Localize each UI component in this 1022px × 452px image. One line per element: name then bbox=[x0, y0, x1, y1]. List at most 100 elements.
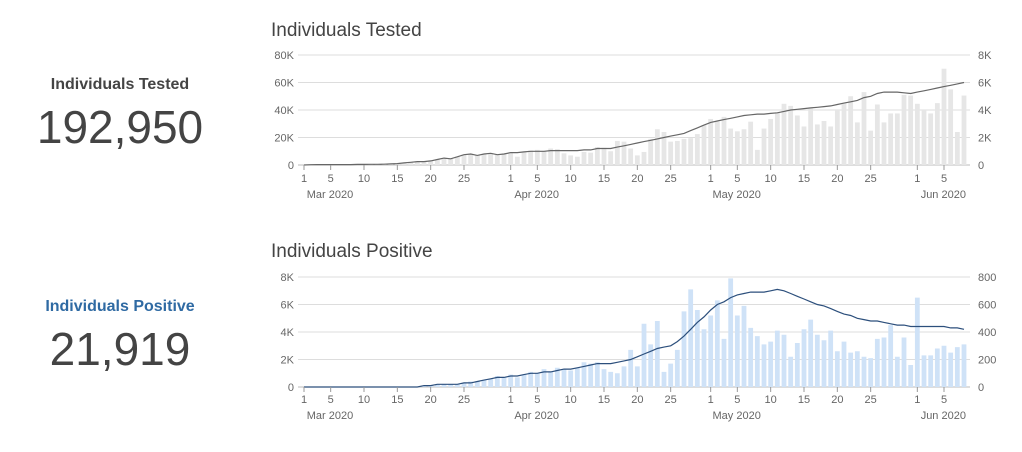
chart2-bar bbox=[674, 349, 680, 387]
chart2-right-tick-label: 0 bbox=[978, 382, 984, 394]
chart2-bar bbox=[488, 378, 494, 387]
chart1-bar bbox=[761, 128, 767, 165]
chart2-bar bbox=[928, 355, 934, 387]
chart2-bar bbox=[534, 373, 540, 387]
chart1-bar bbox=[841, 103, 847, 165]
chart1-bar bbox=[528, 150, 534, 165]
chart2-bar bbox=[654, 321, 660, 387]
chart2-bar bbox=[888, 325, 894, 387]
chart1-bar bbox=[474, 155, 480, 165]
chart2-x-month-label: May 2020 bbox=[713, 410, 761, 422]
chart2-bar bbox=[574, 367, 580, 387]
chart1-bar bbox=[508, 152, 514, 165]
chart2-bar bbox=[768, 341, 774, 387]
chart2-bar bbox=[848, 352, 854, 387]
chart2-x-tick-label: 5 bbox=[328, 394, 334, 406]
chart1-bar bbox=[541, 151, 547, 165]
chart2-x-month-label: Jun 2020 bbox=[921, 410, 966, 422]
chart2-bar bbox=[961, 344, 967, 387]
chart2-bar bbox=[528, 371, 534, 387]
chart1-bar bbox=[554, 149, 560, 165]
chart1-bar bbox=[494, 154, 500, 165]
chart1-bar bbox=[548, 148, 554, 165]
chart1-x-tick-label: 15 bbox=[598, 173, 610, 185]
chart1-x-month-label: Jun 2020 bbox=[921, 189, 966, 201]
chart1-bar bbox=[934, 103, 940, 165]
chart2-bar bbox=[641, 323, 647, 387]
chart2-x-tick-label: 1 bbox=[301, 394, 307, 406]
chart1-bar bbox=[628, 148, 634, 165]
chart1-bar bbox=[868, 130, 874, 165]
chart1-bar bbox=[688, 138, 694, 165]
chart1-bar bbox=[634, 155, 640, 165]
chart1-x-month-label: Apr 2020 bbox=[514, 189, 559, 201]
chart1-bar bbox=[814, 124, 820, 165]
chart2-bar bbox=[621, 366, 627, 387]
chart2-x-tick-label: 5 bbox=[534, 394, 540, 406]
chart1-right-tick-label: 4K bbox=[978, 105, 992, 117]
chart1-bar bbox=[714, 121, 720, 165]
chart1-bar bbox=[694, 134, 700, 165]
chart1-x-tick-label: 20 bbox=[425, 173, 437, 185]
chart1-bar bbox=[488, 153, 494, 165]
chart2-bar bbox=[874, 338, 880, 387]
chart2-bar bbox=[721, 338, 727, 387]
chart1-bar bbox=[961, 95, 967, 165]
chart2-bar bbox=[934, 348, 940, 387]
chart2-bar bbox=[501, 377, 507, 387]
chart1-bar bbox=[854, 122, 860, 165]
chart1-bar bbox=[414, 161, 420, 165]
chart2-bar bbox=[854, 351, 860, 387]
chart1-x-tick-label: 15 bbox=[798, 173, 810, 185]
chart1-x-tick-label: 1 bbox=[301, 173, 307, 185]
chart1-bar bbox=[888, 113, 894, 165]
chart1-x-tick-label: 25 bbox=[865, 173, 877, 185]
chart1-bar bbox=[801, 126, 807, 165]
chart2-left-tick-label: 6K bbox=[281, 300, 295, 312]
chart2-x-month-label: Apr 2020 bbox=[514, 410, 559, 422]
chart1-bar bbox=[894, 113, 900, 165]
chart1-bar bbox=[821, 121, 827, 165]
chart1-left-tick-label: 40K bbox=[274, 105, 294, 117]
chart2-x-tick-label: 20 bbox=[631, 394, 643, 406]
chart2-x-tick-label: 1 bbox=[914, 394, 920, 406]
chart1-bar bbox=[674, 140, 680, 165]
chart1-bar bbox=[794, 115, 800, 165]
chart2-bar bbox=[548, 371, 554, 387]
chart2-bar bbox=[901, 337, 907, 387]
chart1-bar bbox=[534, 149, 540, 165]
chart2-bar bbox=[894, 356, 900, 387]
chart1-bar bbox=[588, 152, 594, 165]
chart1-bar bbox=[481, 154, 487, 165]
chart2-x-tick-label: 20 bbox=[425, 394, 437, 406]
chart2-bar bbox=[801, 329, 807, 387]
chart2-bar bbox=[661, 371, 667, 387]
chart1-bar bbox=[434, 159, 440, 165]
chart2-right-tick-label: 400 bbox=[978, 327, 996, 339]
chart2-bar bbox=[688, 289, 694, 387]
chart2-bar bbox=[814, 334, 820, 387]
chart1-left-tick-label: 60K bbox=[274, 78, 294, 90]
chart1-x-tick-label: 5 bbox=[328, 173, 334, 185]
chart2-bar bbox=[714, 300, 720, 387]
chart2-left-tick-label: 4K bbox=[281, 327, 295, 339]
chart1-bar bbox=[861, 92, 867, 165]
chart2-bar bbox=[594, 362, 600, 387]
chart1-left-tick-label: 80K bbox=[274, 50, 294, 62]
chart2-bar bbox=[794, 343, 800, 387]
chart2-right-tick-label: 800 bbox=[978, 272, 996, 284]
chart2-bar bbox=[921, 355, 927, 387]
chart2-bar bbox=[421, 385, 427, 387]
chart2-bar bbox=[781, 334, 787, 387]
chart1-bar bbox=[614, 140, 620, 165]
chart2-x-tick-label: 10 bbox=[565, 394, 577, 406]
chart2-bar bbox=[761, 344, 767, 387]
chart1-bar bbox=[754, 149, 760, 165]
chart1-x-tick-label: 10 bbox=[765, 173, 777, 185]
chart1-bar bbox=[721, 116, 727, 165]
chart1-x-tick-label: 15 bbox=[391, 173, 403, 185]
chart2-bar bbox=[588, 363, 594, 387]
chart2-x-tick-label: 15 bbox=[391, 394, 403, 406]
chart1-x-month-label: May 2020 bbox=[713, 189, 761, 201]
chart1-bar bbox=[654, 129, 660, 165]
